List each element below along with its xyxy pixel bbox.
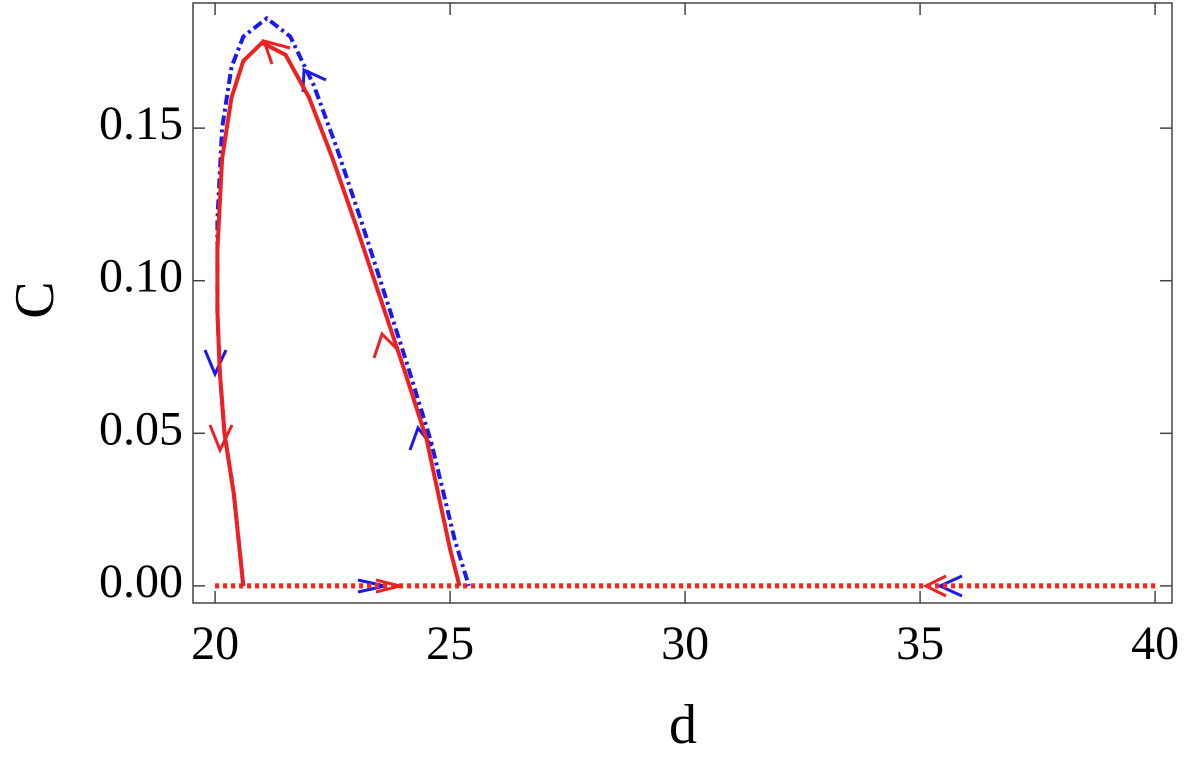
- arrow: [936, 574, 963, 598]
- x-axis-label: d: [669, 694, 697, 756]
- arrow: [922, 574, 947, 598]
- x-tick-label: 25: [426, 617, 474, 670]
- series-line: [215, 15, 471, 587]
- x-tick-label: 30: [661, 617, 709, 670]
- arrow: [203, 349, 228, 378]
- arrow: [208, 424, 234, 454]
- arrow: [261, 38, 291, 65]
- y-tick-label: 0.15: [99, 97, 183, 150]
- direction-arrows: [203, 38, 963, 598]
- y-axis-label: C: [4, 281, 66, 318]
- y-tick-label: 0.05: [99, 402, 183, 455]
- plot-frame: [192, 2, 1173, 604]
- arrow: [372, 331, 400, 359]
- x-tick-label: 20: [191, 617, 239, 670]
- y-tick-label: 0.10: [99, 250, 183, 303]
- x-tick-label: 35: [896, 617, 944, 670]
- x-tick-label: 40: [1131, 617, 1179, 670]
- series-line: [215, 40, 462, 587]
- y-tick-label: 0.00: [99, 555, 183, 608]
